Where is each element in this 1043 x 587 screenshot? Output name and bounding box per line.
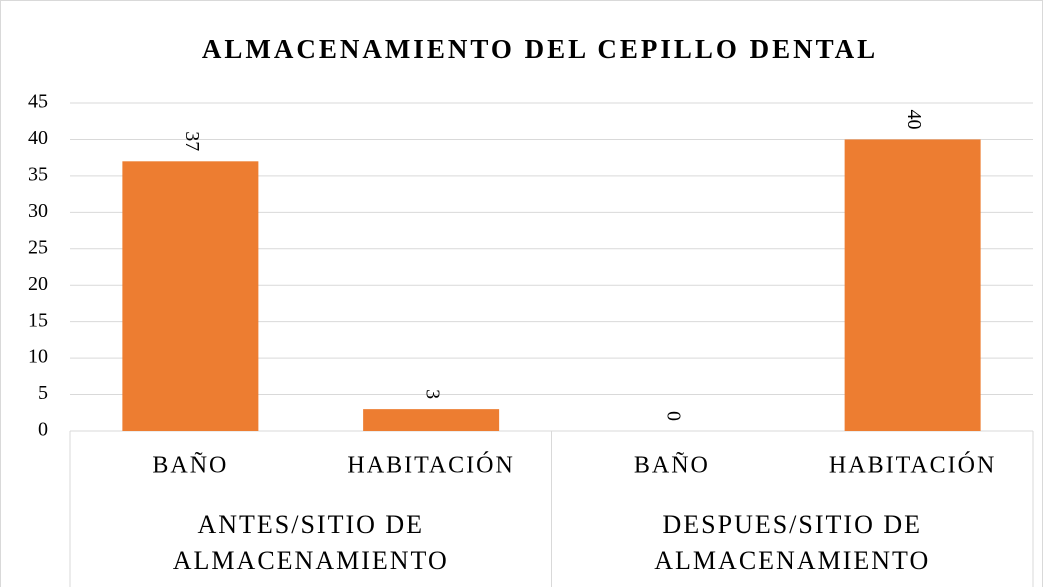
bar [122,161,259,432]
y-tick-label: 25 [28,236,48,258]
y-tick-label: 20 [28,273,48,295]
y-tick-label: 30 [28,200,48,222]
y-tick-label: 45 [28,91,48,113]
x-tick-label: HABITACIÓN [347,452,514,479]
data-label: 0 [662,411,684,421]
bar [844,139,981,431]
data-label: 3 [422,389,444,399]
group-label: DESPUES/SITIO DE ALMACENAMIENTO [654,510,931,575]
x-tick-label: HABITACIÓN [829,452,996,479]
y-tick-label: 0 [38,419,48,441]
y-tick-label: 35 [28,163,48,185]
data-label: 37 [181,131,203,151]
bar [363,409,500,431]
y-tick-label: 15 [28,309,48,331]
x-tick-label: BAÑO [634,453,710,479]
y-tick-label: 10 [28,346,48,368]
y-tick-label: 5 [38,382,48,404]
chart-title: ALMACENAMIENTO DEL CEPILLO DENTAL [202,34,878,64]
x-tick-label: BAÑO [152,453,228,479]
data-label: 40 [903,109,925,129]
group-label: ANTES/SITIO DE ALMACENAMIENTO [172,510,449,575]
y-tick-label: 40 [28,127,48,149]
